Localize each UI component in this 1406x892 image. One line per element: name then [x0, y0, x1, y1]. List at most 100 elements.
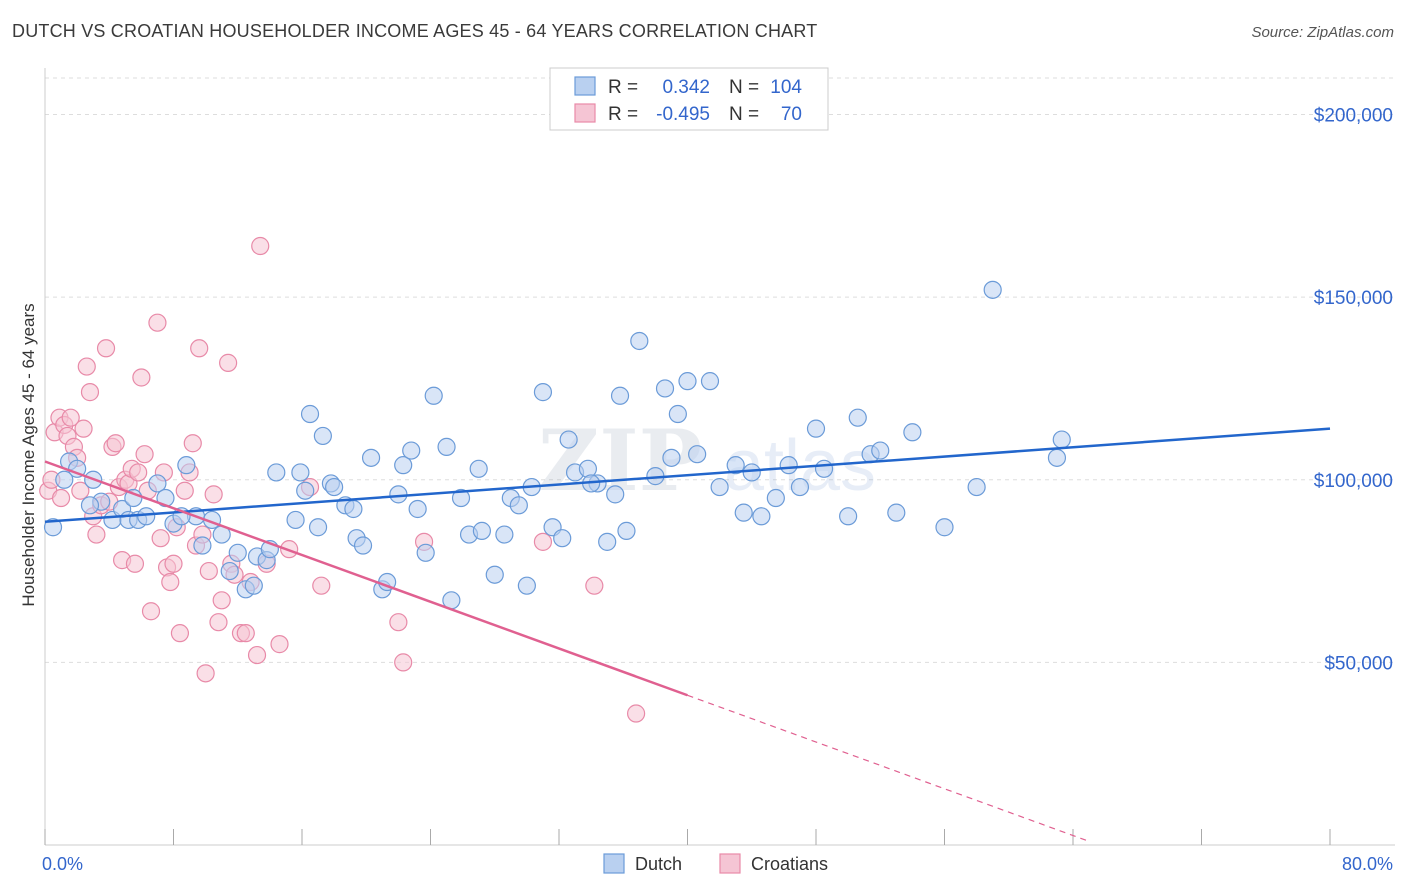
dutch-point: [394, 456, 413, 475]
dutch-point: [55, 470, 74, 489]
dutch-point: [469, 459, 488, 478]
dutch-points: [43, 280, 1071, 610]
dutch-point: [766, 488, 785, 508]
dutch-point: [662, 448, 681, 467]
croatians-point: [389, 613, 408, 632]
croatians-trend-line: [44, 460, 688, 697]
dutch-point: [509, 496, 528, 515]
dutch-point: [839, 507, 858, 526]
dutch-r-label: R =: [608, 77, 638, 98]
dutch-point: [903, 423, 922, 442]
croatians-point: [585, 576, 604, 595]
croatians-point: [71, 481, 90, 500]
dutch-point: [630, 331, 649, 351]
dutch-point: [300, 404, 320, 424]
croatians-point: [236, 624, 255, 643]
x-tick-label-min: 0.0%: [42, 854, 83, 874]
dutch-point: [148, 474, 167, 493]
dutch-point: [353, 536, 373, 555]
y-tick-labels: $50,000 $100,000 $150,000 $200,000: [1314, 106, 1393, 675]
dutch-point: [424, 386, 443, 405]
croatians-n-label: N =: [729, 104, 759, 125]
dutch-point: [814, 459, 834, 478]
dutch-point: [495, 525, 514, 544]
croatians-point: [312, 576, 331, 595]
dutch-point: [700, 372, 720, 391]
croatians-r-value: -0.495: [656, 104, 710, 125]
croatians-legend-swatch: [574, 103, 596, 123]
dutch-point: [193, 536, 212, 555]
croatians-point: [175, 481, 194, 500]
chart-title: DUTCH VS CROATIAN HOUSEHOLDER INCOME AGE…: [12, 21, 818, 41]
dutch-point: [806, 419, 826, 438]
croatians-point: [96, 339, 116, 358]
croatians-point: [219, 353, 238, 372]
dutch-point: [451, 488, 471, 508]
croatians-point: [135, 445, 154, 464]
croatians-point: [533, 532, 553, 551]
dutch-point: [244, 576, 263, 595]
dutch-point: [485, 565, 504, 584]
croatians-point: [196, 664, 215, 683]
dutch-r-value: 0.342: [662, 77, 710, 98]
croatians-point: [80, 383, 100, 402]
dutch-point: [220, 561, 239, 581]
dutch-point: [267, 463, 286, 482]
dutch-point: [598, 532, 617, 551]
dutch-point: [437, 437, 456, 456]
y-axis-label: Householder Income Ages 45 - 64 years: [19, 303, 38, 606]
croatians-r-label: R =: [608, 104, 638, 125]
croatians-point: [106, 434, 125, 453]
stats-legend: R = 0.342 N = 104 R = -0.495 N = 70: [549, 67, 829, 131]
dutch-point: [533, 383, 553, 402]
dutch-point: [1047, 448, 1067, 467]
dutch-point: [228, 543, 247, 562]
croatians-point: [183, 434, 202, 453]
dutch-point: [325, 477, 344, 497]
dutch-point: [361, 448, 381, 467]
x-tick-labels: 0.0% 80.0%: [42, 854, 1393, 874]
dutch-point: [734, 503, 753, 522]
dutch-point: [887, 503, 906, 522]
dutch-point: [559, 430, 578, 449]
croatians-point: [161, 572, 180, 592]
croatians-point: [61, 408, 80, 427]
dutch-point: [402, 441, 421, 460]
dutch-point: [313, 426, 332, 446]
dutch-n-value: 104: [770, 77, 802, 98]
dutch-point: [517, 576, 536, 595]
dutch-point: [617, 521, 636, 540]
croatians-point: [77, 357, 96, 376]
croatians-point: [132, 368, 151, 387]
dutch-point: [779, 456, 798, 475]
dutch-point: [742, 463, 761, 482]
dutch-trend-line: [44, 427, 1331, 524]
source-label: Source: ZipAtlas.com: [1251, 24, 1394, 41]
dutch-n-label: N =: [729, 77, 759, 98]
dutch-point: [710, 477, 729, 497]
y-tick-label: $200,000: [1314, 106, 1393, 127]
dutch-point: [43, 518, 63, 537]
dutch-point: [655, 379, 675, 398]
axes: [44, 68, 1395, 846]
dutch-point: [726, 456, 745, 475]
croatians-point: [190, 339, 209, 358]
dutch-point: [871, 441, 890, 460]
y-tick-label: $150,000: [1314, 288, 1393, 309]
croatians-n-value: 70: [781, 104, 802, 125]
dutch-point: [553, 529, 572, 548]
dutch-point: [291, 463, 310, 482]
dutch-point: [296, 481, 315, 500]
croatians-point: [270, 635, 289, 654]
dutch-point: [408, 499, 427, 519]
dutch-point: [610, 386, 630, 405]
croatians-trend-extension: [687, 694, 1090, 842]
dutch-point: [472, 521, 491, 540]
dutch-point: [983, 280, 1002, 299]
x-tick-label-max: 80.0%: [1342, 854, 1393, 874]
croatians-point: [141, 602, 161, 621]
dutch-point: [177, 456, 196, 475]
dutch-point: [308, 518, 328, 537]
dutch-point: [752, 507, 771, 526]
